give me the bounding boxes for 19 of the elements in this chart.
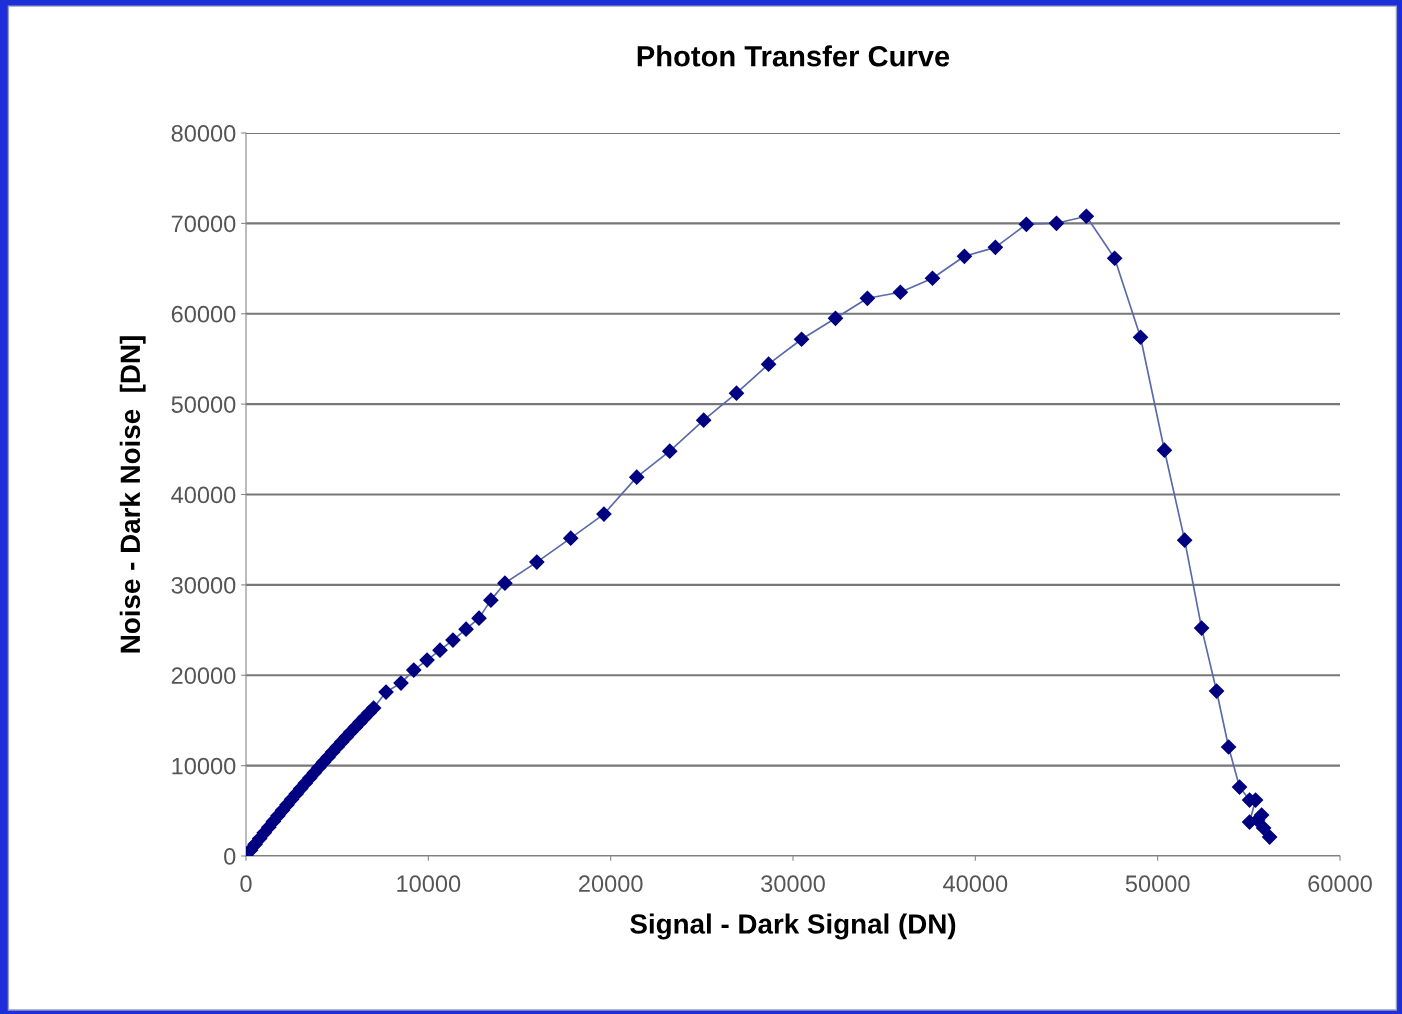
x-tick-label: 40000 <box>943 875 1008 893</box>
y-tick-label: 0 <box>224 848 236 865</box>
y-tick-label: 50000 <box>171 396 236 413</box>
x-tick-label: 60000 <box>1308 875 1372 893</box>
y-axis-title: Noise - Dark Noise [DN] <box>119 336 146 653</box>
x-tick-label: 50000 <box>1125 875 1190 893</box>
y-tick-label: 20000 <box>171 667 236 685</box>
y-tick-label: 70000 <box>171 215 236 233</box>
x-axis-title: Signal - Dark Signal (DN) <box>630 913 956 940</box>
x-tick-label: 30000 <box>761 875 825 893</box>
y-tick-label: 30000 <box>171 576 236 594</box>
x-tick-label: 10000 <box>397 875 461 893</box>
y-tick-label: 10000 <box>172 757 236 775</box>
y-tick-label: 40000 <box>171 486 236 504</box>
x-tick-label: 0 <box>240 875 252 893</box>
x-tick-label: 20000 <box>579 875 643 893</box>
y-tick-label: 60000 <box>171 305 236 323</box>
y-tick-label: 80000 <box>171 125 236 142</box>
chart-title: Photon Transfer Curve <box>637 45 950 67</box>
